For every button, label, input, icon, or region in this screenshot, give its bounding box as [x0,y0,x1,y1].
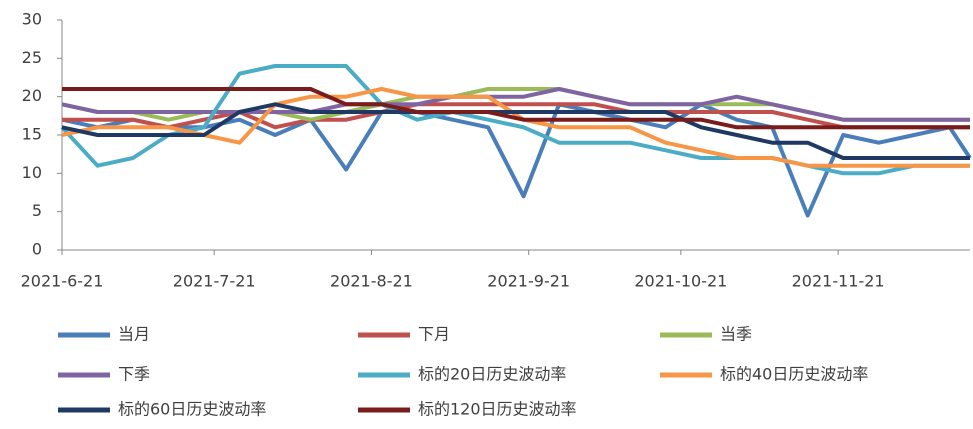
x-tick-label: 2021-11-21 [792,272,885,291]
x-tick-label: 2021-7-21 [173,272,256,291]
series-line [61,102,972,218]
x-tick-label: 2021-10-21 [634,272,727,291]
y-tick-label: 20 [22,86,42,105]
y-tick-label: 0 [32,240,42,259]
x-tick-label: 2021-9-21 [487,272,570,291]
legend-label: 当月 [118,325,150,344]
legend-label: 下月 [418,325,450,344]
legend-label: 标的20日历史波动率 [418,365,566,384]
y-tick-label: 15 [22,125,42,144]
legend-label: 下季 [118,365,150,384]
y-tick-label: 30 [22,10,42,29]
y-tick-label: 25 [22,48,42,67]
legend-label: 标的120日历史波动率 [418,400,577,419]
x-tick-label: 2021-8-21 [330,272,413,291]
y-tick-label: 10 [22,163,42,182]
x-tick-label: 2021-6-21 [21,272,104,291]
series-line [61,102,970,160]
legend-label: 当季 [720,325,752,344]
series-line [62,87,970,130]
legend-label: 标的40日历史波动率 [720,365,868,384]
series-line [62,102,970,130]
y-tick-label: 5 [32,201,42,220]
legend-label: 标的60日历史波动率 [118,400,266,419]
series-line [60,64,970,176]
